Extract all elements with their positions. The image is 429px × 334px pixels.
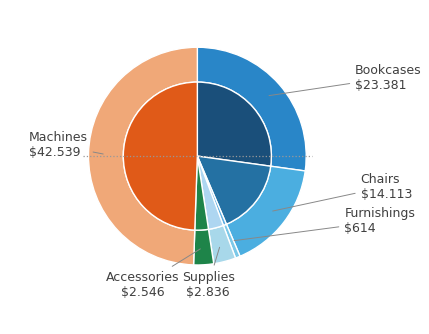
Wedge shape <box>227 166 305 256</box>
Text: Supplies
$2.836: Supplies $2.836 <box>182 247 235 299</box>
Wedge shape <box>197 156 271 224</box>
Wedge shape <box>123 82 197 230</box>
Wedge shape <box>197 47 306 171</box>
Wedge shape <box>197 156 224 229</box>
Text: Chairs
$14.113: Chairs $14.113 <box>273 173 412 211</box>
Wedge shape <box>224 224 240 258</box>
Text: Machines
$42.539: Machines $42.539 <box>29 131 103 159</box>
Wedge shape <box>195 156 208 230</box>
Text: Bookcases
$23.381: Bookcases $23.381 <box>269 64 422 96</box>
Text: Accessories
$2.546: Accessories $2.546 <box>106 249 200 299</box>
Wedge shape <box>208 225 236 264</box>
Wedge shape <box>197 156 227 225</box>
Text: Furnishings
$614: Furnishings $614 <box>234 207 415 241</box>
Wedge shape <box>197 82 272 166</box>
Wedge shape <box>193 229 214 265</box>
Wedge shape <box>88 47 197 265</box>
